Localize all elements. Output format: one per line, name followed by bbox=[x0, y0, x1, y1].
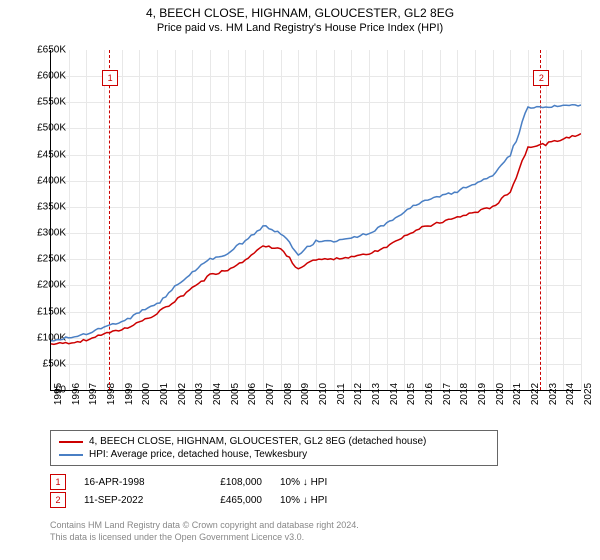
events-table: 1 16-APR-1998 £108,000 10% ↓ HPI 2 11-SE… bbox=[50, 474, 380, 510]
event-pct: 10% ↓ HPI bbox=[280, 495, 380, 506]
footer-attribution: Contains HM Land Registry data © Crown c… bbox=[50, 520, 359, 543]
legend-box: 4, BEECH CLOSE, HIGHNAM, GLOUCESTER, GL2… bbox=[50, 430, 498, 466]
legend-label: 4, BEECH CLOSE, HIGHNAM, GLOUCESTER, GL2… bbox=[89, 436, 426, 447]
footer-line: Contains HM Land Registry data © Crown c… bbox=[50, 520, 359, 532]
x-tick-label: 2025 bbox=[583, 383, 594, 405]
chart-subtitle: Price paid vs. HM Land Registry's House … bbox=[0, 20, 600, 34]
legend-label: HPI: Average price, detached house, Tewk… bbox=[89, 449, 307, 460]
footer-line: This data is licensed under the Open Gov… bbox=[50, 532, 359, 544]
legend-item: HPI: Average price, detached house, Tewk… bbox=[59, 448, 489, 461]
chart-container: 4, BEECH CLOSE, HIGHNAM, GLOUCESTER, GL2… bbox=[0, 0, 600, 560]
line-series bbox=[51, 50, 581, 390]
plot-area: 12 bbox=[50, 50, 581, 391]
chart-marker: 1 bbox=[102, 70, 118, 86]
legend-swatch bbox=[59, 454, 83, 456]
chart-marker: 2 bbox=[533, 70, 549, 86]
event-price: £465,000 bbox=[192, 495, 262, 506]
event-row: 2 11-SEP-2022 £465,000 10% ↓ HPI bbox=[50, 492, 380, 508]
event-pct: 10% ↓ HPI bbox=[280, 477, 380, 488]
legend-item: 4, BEECH CLOSE, HIGHNAM, GLOUCESTER, GL2… bbox=[59, 435, 489, 448]
chart-title: 4, BEECH CLOSE, HIGHNAM, GLOUCESTER, GL2… bbox=[0, 0, 600, 20]
event-date: 11-SEP-2022 bbox=[84, 495, 174, 506]
event-marker-icon: 2 bbox=[50, 492, 66, 508]
legend-swatch bbox=[59, 441, 83, 443]
event-row: 1 16-APR-1998 £108,000 10% ↓ HPI bbox=[50, 474, 380, 490]
event-date: 16-APR-1998 bbox=[84, 477, 174, 488]
event-price: £108,000 bbox=[192, 477, 262, 488]
event-marker-icon: 1 bbox=[50, 474, 66, 490]
